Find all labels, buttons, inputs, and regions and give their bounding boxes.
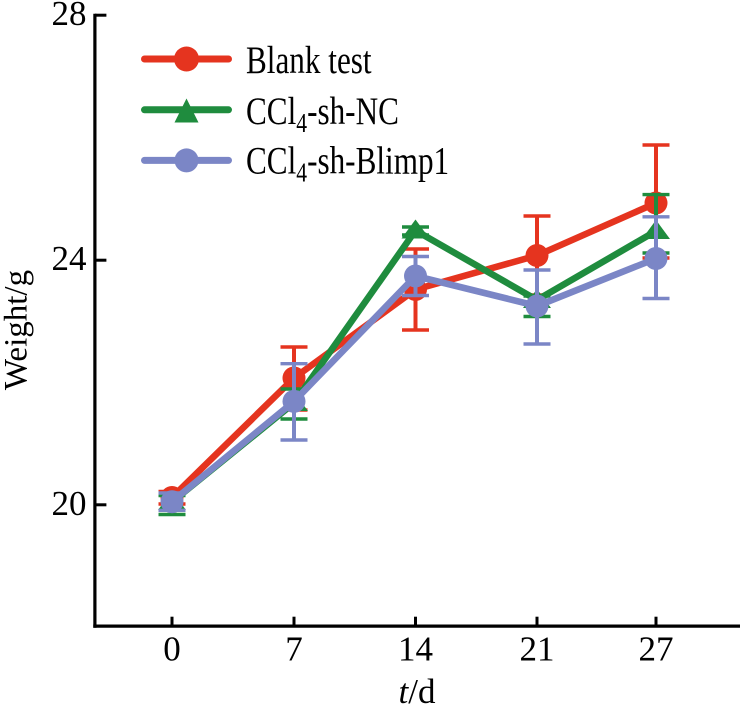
svg-text:20: 20 <box>52 484 87 523</box>
svg-text:14: 14 <box>398 630 433 669</box>
svg-text:CCl4-sh-NC: CCl4-sh-NC <box>246 90 399 139</box>
svg-text:27: 27 <box>639 630 674 669</box>
svg-text:0: 0 <box>163 630 181 669</box>
svg-text:Blank test: Blank test <box>246 39 372 82</box>
svg-text:t/d: t/d <box>399 672 436 704</box>
svg-text:CCl4-sh-Blimp1: CCl4-sh-Blimp1 <box>246 139 449 188</box>
svg-text:7: 7 <box>285 630 303 669</box>
svg-text:24: 24 <box>52 239 87 278</box>
svg-text:28: 28 <box>52 0 87 33</box>
svg-text:21: 21 <box>520 630 555 669</box>
svg-text:Weight/g: Weight/g <box>0 270 35 390</box>
